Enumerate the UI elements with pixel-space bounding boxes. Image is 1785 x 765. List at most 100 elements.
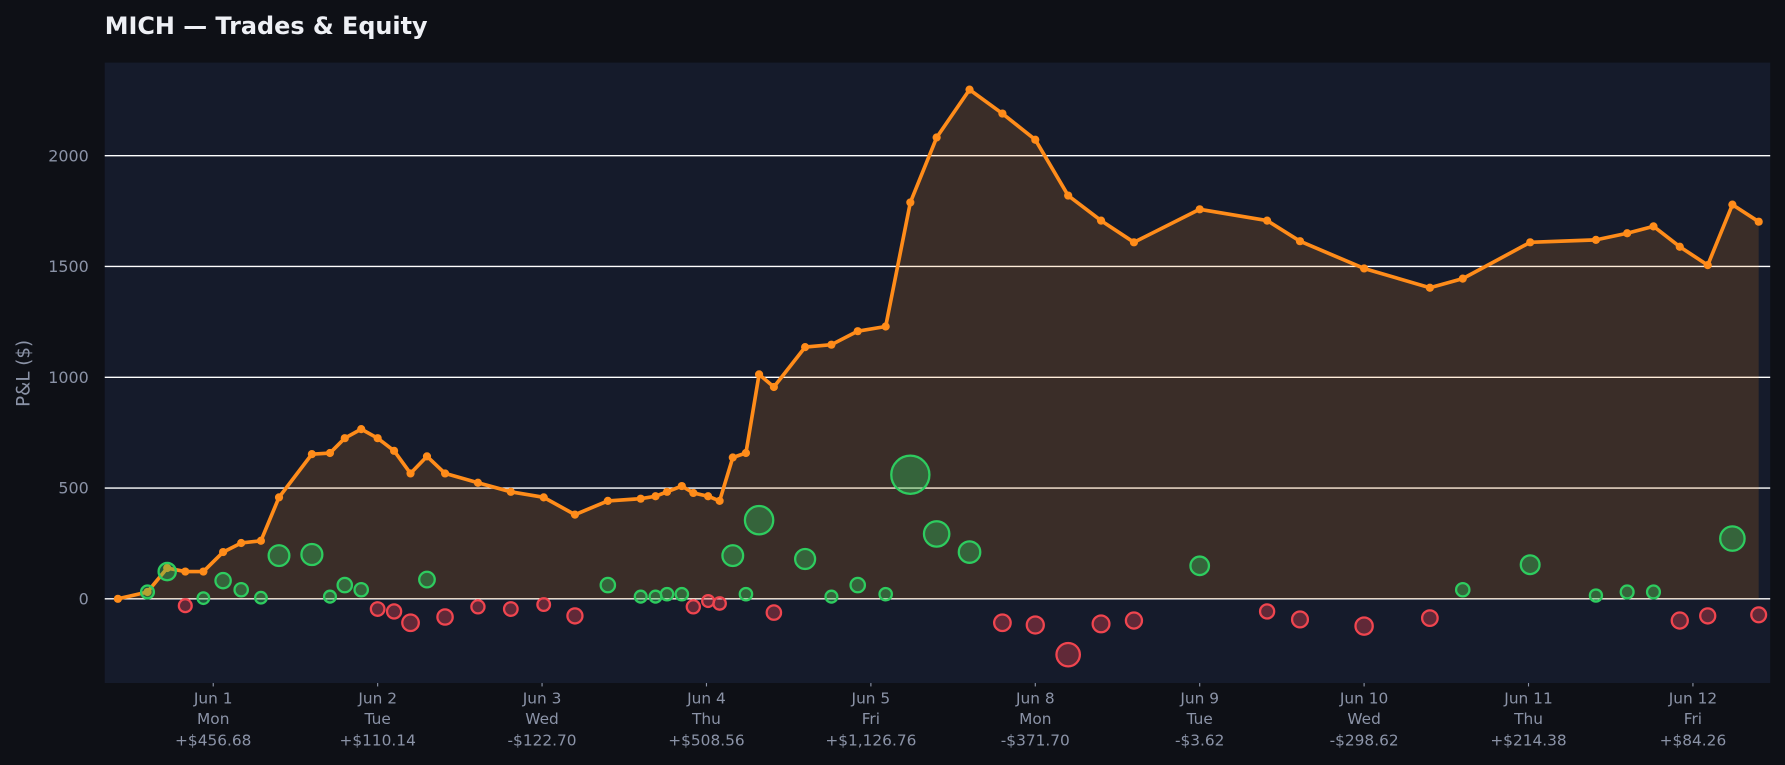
x-tick-weekday: Tue bbox=[1186, 710, 1213, 728]
x-tick-pnl: +$1,126.76 bbox=[825, 732, 916, 750]
trade-bubble bbox=[1189, 555, 1211, 577]
x-tick-pnl: +$508.56 bbox=[668, 732, 744, 750]
plot-area bbox=[104, 62, 1771, 684]
x-tick-weekday: Wed bbox=[1347, 710, 1381, 728]
equity-point bbox=[506, 487, 515, 496]
x-tick-weekday: Thu bbox=[1513, 710, 1543, 728]
y-tick-label: 0 bbox=[79, 590, 89, 609]
equity-point bbox=[906, 198, 915, 207]
x-tick-label: Jun 2 bbox=[357, 690, 397, 708]
equity-point bbox=[570, 510, 580, 519]
equity-point bbox=[1096, 216, 1106, 225]
trade-bubble bbox=[1124, 611, 1144, 630]
x-tick-label: Jun 10 bbox=[1339, 690, 1388, 708]
trade-bubble bbox=[1091, 614, 1111, 634]
x-tick-pnl: +$456.68 bbox=[175, 732, 251, 750]
equity-point bbox=[1360, 264, 1369, 273]
x-tick-weekday: Mon bbox=[197, 710, 229, 728]
x-tick-pnl: +$110.14 bbox=[339, 732, 415, 750]
trade-bubble bbox=[738, 586, 754, 602]
trade-bubble bbox=[470, 599, 486, 615]
equity-point bbox=[1591, 235, 1601, 244]
trade-bubble bbox=[385, 603, 403, 620]
trade-bubble bbox=[536, 597, 552, 613]
x-tick-label: Jun 3 bbox=[522, 690, 562, 708]
equity-point bbox=[1526, 238, 1535, 247]
trade-bubble bbox=[1719, 525, 1746, 552]
trade-bubble bbox=[267, 544, 291, 568]
equity-point bbox=[307, 450, 316, 459]
trade-bubble bbox=[196, 591, 211, 606]
x-tick-pnl: +$84.26 bbox=[1660, 732, 1727, 750]
trade-bubble bbox=[1699, 607, 1717, 625]
equity-point bbox=[754, 370, 764, 379]
equity-point bbox=[237, 538, 246, 548]
trade-bubble bbox=[1519, 554, 1541, 576]
equity-point bbox=[932, 133, 941, 142]
trade-bubble bbox=[139, 584, 156, 600]
trade-bubble bbox=[1025, 615, 1045, 635]
trade-bubble bbox=[1420, 609, 1439, 628]
x-tick-label: Jun 12 bbox=[1668, 690, 1717, 708]
trade-bubble bbox=[1454, 581, 1471, 598]
equity-point bbox=[636, 494, 645, 503]
x-tick-weekday: Tue bbox=[364, 710, 391, 728]
trade-bubble bbox=[233, 581, 250, 598]
equity-point bbox=[440, 469, 450, 478]
trade-bubble bbox=[849, 576, 867, 594]
equity-area bbox=[117, 89, 1759, 599]
equity-point bbox=[603, 496, 612, 505]
trade-bubble bbox=[177, 598, 193, 614]
trade-bubble bbox=[674, 586, 690, 602]
trade-bubble bbox=[502, 601, 519, 617]
trade-bubble bbox=[436, 608, 454, 626]
trade-bubble bbox=[1645, 584, 1662, 600]
equity-point bbox=[689, 488, 698, 498]
equity-point bbox=[256, 536, 266, 545]
x-tick-label: Jun 11 bbox=[1503, 690, 1552, 708]
equity-point bbox=[1195, 205, 1204, 214]
equity-point bbox=[677, 481, 686, 491]
equity-point bbox=[827, 340, 836, 349]
equity-point bbox=[163, 563, 172, 573]
equity-point bbox=[728, 453, 737, 462]
y-axis-label: P&L ($) bbox=[14, 340, 35, 407]
trade-bubble bbox=[793, 547, 817, 571]
equity-point bbox=[1129, 238, 1139, 247]
x-tick-label: Jun 8 bbox=[1015, 690, 1055, 708]
trade-bubble bbox=[401, 613, 420, 633]
y-tick-label: 500 bbox=[58, 479, 88, 498]
x-tick-pnl: -$3.62 bbox=[1175, 732, 1225, 750]
equity-point bbox=[965, 85, 974, 94]
trade-bubble bbox=[1258, 603, 1276, 620]
equity-point bbox=[1064, 191, 1073, 200]
x-tick-pnl: -$122.70 bbox=[508, 732, 577, 750]
trade-bubble bbox=[214, 571, 232, 590]
equity-point bbox=[1295, 237, 1305, 246]
equity-point bbox=[473, 478, 483, 487]
x-tick-label: Jun 5 bbox=[851, 690, 891, 708]
trade-bubble bbox=[878, 586, 894, 602]
trade-bubble bbox=[1619, 584, 1635, 600]
equity-point bbox=[1425, 283, 1434, 292]
equity-point bbox=[1031, 135, 1040, 144]
trade-bubble bbox=[765, 604, 783, 621]
trade-bubble bbox=[648, 589, 663, 604]
equity-point bbox=[113, 594, 122, 603]
equity-point bbox=[741, 448, 751, 458]
equity-point bbox=[715, 496, 724, 505]
trade-bubble bbox=[1055, 641, 1082, 668]
plot-layer: 0 500 1000 1500 2000 Jun 1 Mon +$456.68 Jun 2 Tue… bbox=[48, 85, 1771, 750]
x-tick-weekday: Fri bbox=[1684, 710, 1702, 728]
trade-bubble bbox=[992, 613, 1012, 633]
equity-point bbox=[704, 492, 713, 501]
x-tick-label: Jun 1 bbox=[193, 690, 233, 708]
x-tick-label: Jun 4 bbox=[686, 690, 726, 708]
chart-title: MICH — Trades & Equity bbox=[105, 12, 428, 40]
equity-point bbox=[1675, 242, 1684, 251]
equity-point bbox=[143, 587, 152, 597]
trade-bubble bbox=[712, 596, 727, 611]
equity-point bbox=[1728, 200, 1737, 209]
x-tick-weekday: Mon bbox=[1019, 710, 1051, 728]
